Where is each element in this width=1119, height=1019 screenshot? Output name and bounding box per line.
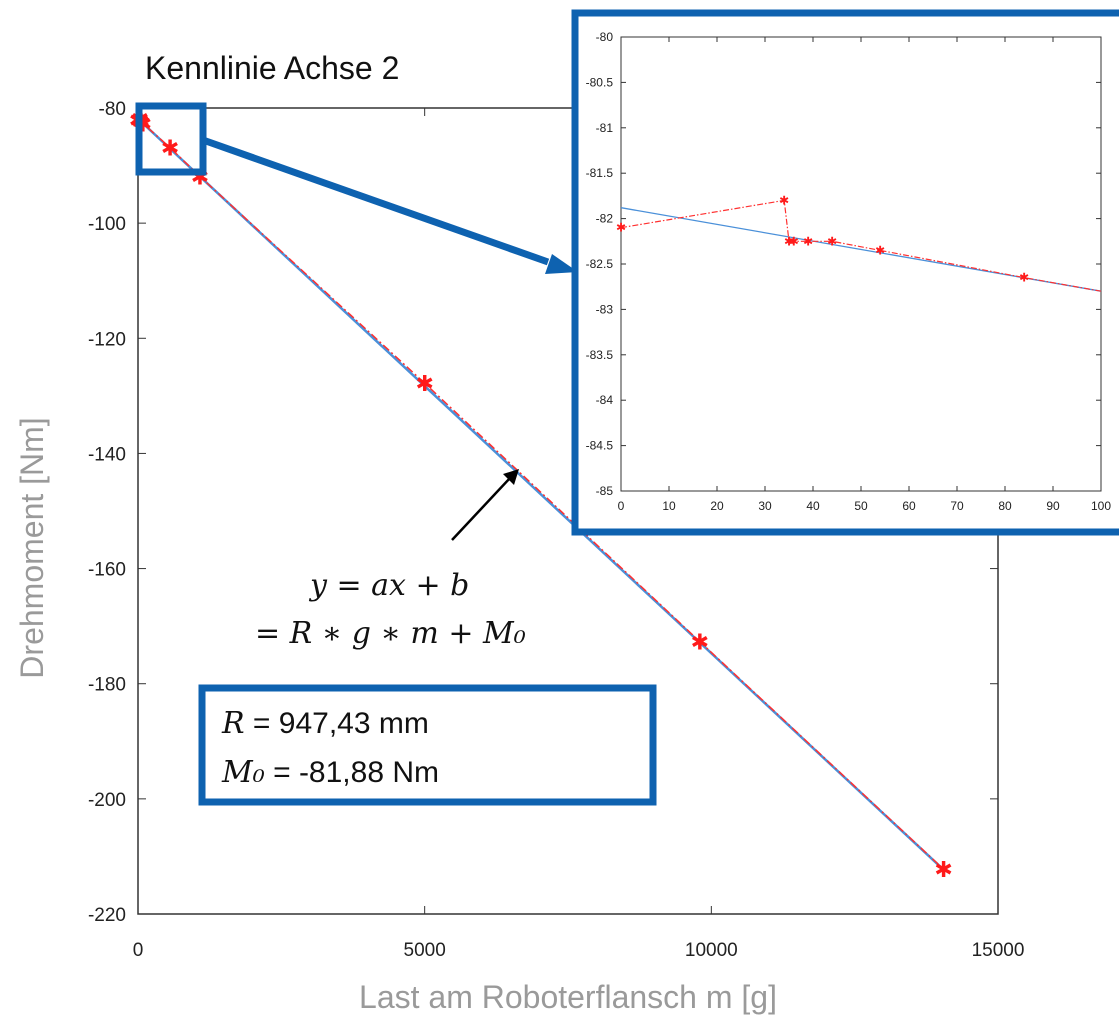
zoom-callout-arrow bbox=[201, 136, 578, 274]
x-tick-label: 40 bbox=[806, 499, 820, 513]
inset-plot-series: ✱✱✱✱ ✱ ✱✱✱ bbox=[616, 193, 1102, 292]
data-point-marker: ✱ bbox=[616, 221, 626, 235]
y-tick-label: -81.5 bbox=[586, 166, 614, 180]
chart-title: Kennlinie Achse 2 bbox=[145, 50, 399, 86]
x-tick-label: 60 bbox=[902, 499, 916, 513]
y-tick-label: -82 bbox=[596, 212, 614, 226]
x-tick-label: 100 bbox=[1091, 499, 1111, 513]
x-tick-label: 10000 bbox=[685, 940, 738, 961]
y-tick-label: -80.5 bbox=[586, 75, 614, 89]
y-tick-label: -84.5 bbox=[586, 439, 614, 453]
y-tick-label: -120 bbox=[88, 329, 126, 350]
formula-line-2: = R ∗ g ∗ m + M₀ bbox=[255, 616, 526, 651]
y-tick-label: -80 bbox=[99, 99, 126, 120]
y-tick-label: -85 bbox=[596, 484, 614, 498]
data-point-marker: ✱ bbox=[1019, 271, 1029, 285]
param-r: R = 947,43 mm bbox=[221, 706, 429, 741]
data-point-marker: ✱ bbox=[827, 234, 837, 248]
x-tick-label: 20 bbox=[710, 499, 724, 513]
inset-plot-frame bbox=[620, 36, 1102, 492]
formula-line-1: y = ax + b bbox=[308, 568, 469, 603]
x-tick-label: 15000 bbox=[972, 940, 1025, 961]
fit-line-pointer-arrow bbox=[451, 469, 519, 541]
y-tick-label: -100 bbox=[88, 214, 126, 235]
data-point-marker: ✱ bbox=[784, 234, 794, 248]
y-tick-label: -84 bbox=[596, 393, 614, 407]
x-tick-label: 90 bbox=[1046, 499, 1060, 513]
y-tick-label: -83.5 bbox=[586, 348, 614, 362]
y-axis-label: Drehmoment [Nm] bbox=[14, 417, 50, 678]
data-point-marker: ✱ bbox=[779, 193, 789, 207]
zoom-region-box bbox=[135, 102, 207, 176]
main-axis-ticks: 0 5000 10000 15000 -80 -100 -120 -140 -160 -180 -2… bbox=[88, 99, 1024, 961]
x-tick-label: 10 bbox=[662, 499, 676, 513]
inset-axis-ticks: 0 10 20 30 40 50 60 70 80 90 100 -80 -80.5 -81 -81.5 -8… bbox=[586, 30, 1112, 513]
data-point-marker: ✱ bbox=[691, 631, 709, 656]
x-tick-label: 5000 bbox=[404, 940, 446, 961]
data-point-marker: ✱ bbox=[415, 372, 433, 397]
x-tick-label: 70 bbox=[950, 499, 964, 513]
y-tick-label: -80 bbox=[596, 30, 614, 44]
data-point-marker: ✱ bbox=[875, 243, 885, 257]
y-tick-label: -160 bbox=[88, 560, 126, 581]
y-tick-label: -82.5 bbox=[586, 257, 614, 271]
x-tick-label: 80 bbox=[998, 499, 1012, 513]
y-tick-label: -220 bbox=[88, 905, 126, 926]
y-tick-label: -200 bbox=[88, 790, 126, 811]
x-axis-label: Last am Roboterflansch m [g] bbox=[359, 979, 777, 1015]
data-point-marker: ✱ bbox=[934, 858, 952, 883]
fit-line bbox=[137, 117, 945, 871]
x-tick-label: 30 bbox=[758, 499, 772, 513]
x-tick-label: 50 bbox=[854, 499, 868, 513]
data-point-marker: ✱ bbox=[161, 137, 179, 162]
data-point-marker: ✱ bbox=[803, 234, 813, 248]
y-tick-label: -83 bbox=[596, 302, 614, 316]
x-tick-label: 0 bbox=[618, 499, 625, 513]
measured-data-line bbox=[620, 199, 1102, 292]
data-point-marker: ✱ bbox=[789, 234, 799, 248]
y-tick-label: -140 bbox=[88, 444, 126, 465]
y-tick-label: -81 bbox=[596, 121, 614, 135]
x-tick-label: 0 bbox=[133, 940, 144, 961]
param-m0: M₀ = -81,88 Nm bbox=[221, 755, 439, 790]
parameter-box bbox=[198, 684, 657, 806]
y-tick-label: -180 bbox=[88, 675, 126, 696]
